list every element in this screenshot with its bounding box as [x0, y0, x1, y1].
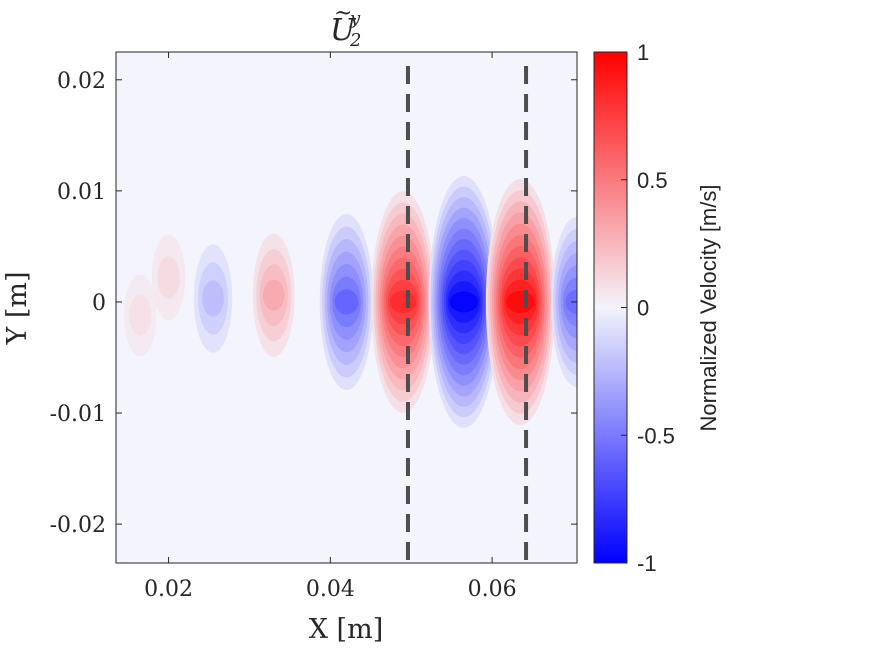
colorbar-tick-label: 0 [637, 296, 649, 321]
contour-level [263, 279, 285, 311]
y-axis: 0.02 0.01 0 -0.01 -0.02 [50, 69, 577, 538]
colorbar-tick-label: -0.5 [637, 423, 675, 448]
contour-level [202, 280, 224, 317]
chart-title: U ~ y 2 [330, 1, 361, 51]
colorbar-tick-label: 0.5 [637, 168, 668, 193]
y-tick-label: -0.02 [50, 513, 106, 538]
contour-level [129, 294, 152, 336]
colorbar: 1 0.5 0 -0.5 -1 Normalized Velocity [m/s] [593, 40, 721, 576]
y-tick-label: 0 [92, 291, 106, 316]
velocity-lobe [485, 178, 555, 425]
colorbar-tick-label: 1 [637, 40, 649, 65]
x-tick-label: 0.06 [468, 577, 517, 602]
title-subscript: 2 [349, 30, 361, 51]
title-base: U [330, 13, 357, 48]
velocity-lobe [252, 233, 295, 357]
contour-level [389, 290, 417, 314]
x-axis: 0.02 0.04 0.06 [144, 52, 517, 602]
contour-level [334, 289, 359, 315]
velocity-lobe [371, 191, 435, 413]
y-tick-label: 0.01 [57, 180, 106, 205]
colorbar-tick-label: -1 [637, 551, 657, 576]
velocity-lobe [151, 234, 186, 321]
contour-level [449, 291, 478, 313]
colorbar-label: Normalized Velocity [m/s] [696, 185, 721, 432]
y-tick-label: -0.01 [50, 402, 106, 427]
y-tick-label: 0.02 [57, 69, 106, 94]
velocity-lobe [550, 216, 577, 388]
title-superscript: y [349, 8, 361, 29]
velocity-lobe [319, 213, 374, 391]
x-tick-label: 0.04 [306, 577, 355, 602]
plot-frame [115, 51, 578, 564]
contour-level [157, 256, 180, 299]
x-tick-label: 0.02 [144, 577, 193, 602]
velocity-lobe [193, 244, 233, 353]
x-axis-label: X [m] [309, 614, 383, 645]
title-accent: ~ [334, 1, 352, 26]
velocity-lobe [124, 274, 157, 357]
velocity-field [124, 176, 577, 428]
y-axis-label: Y [m] [2, 271, 33, 345]
colorbar-ticks: 1 0.5 0 -0.5 -1 [621, 40, 675, 576]
velocity-lobe [428, 176, 499, 428]
contour-level [506, 290, 535, 314]
